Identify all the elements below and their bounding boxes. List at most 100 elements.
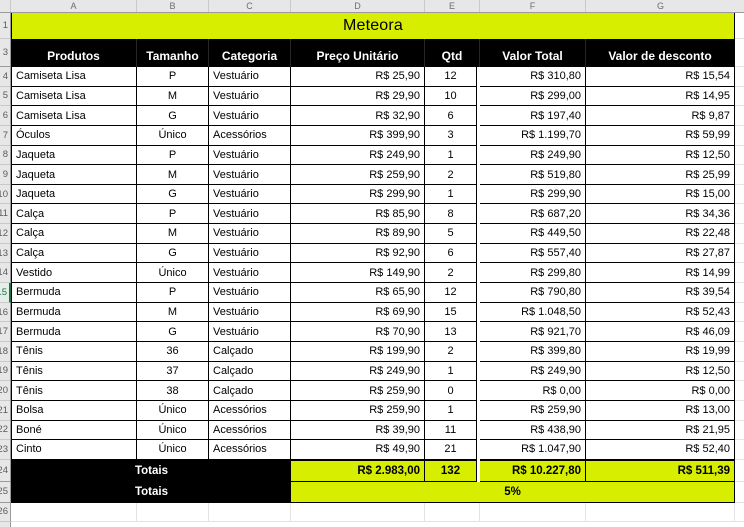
cell-preco-unitario[interactable]: R$ 92,90 [291,243,425,264]
cell-categoria[interactable]: Vestuário [209,86,291,107]
cell-desconto[interactable]: R$ 39,54 [586,283,735,303]
cell-produto[interactable]: Camiseta Lisa [11,86,137,107]
empty-cell[interactable] [735,381,744,401]
cell-preco-unitario[interactable]: R$ 25,90 [291,67,425,87]
cell-produto[interactable]: Bermuda [11,322,137,342]
cell-valor-total[interactable]: R$ 1.048,50 [480,302,586,323]
cell-desconto[interactable]: R$ 46,09 [586,322,735,342]
cell-valor-total[interactable]: R$ 197,40 [480,106,586,126]
cell-desconto[interactable]: R$ 13,00 [586,400,735,421]
column-header-C[interactable]: C [209,0,291,12]
cell-categoria[interactable]: Vestuário [209,165,291,185]
row-header-9[interactable]: 9 [0,165,11,185]
row-header-12[interactable]: 12 [0,224,11,244]
cell-categoria[interactable]: Vestuário [209,106,291,126]
header-valor-de-desconto[interactable]: Valor de desconto [586,39,735,67]
cell-tamanho[interactable]: Único [137,125,209,146]
empty-cell[interactable] [735,420,744,441]
row-header-24[interactable]: 24 [0,459,11,482]
cell-qtd[interactable]: 6 [425,106,477,126]
cell-valor-total[interactable]: R$ 249,90 [480,361,586,382]
cell-preco-unitario[interactable]: R$ 399,90 [291,125,425,146]
cell-tamanho[interactable]: M [137,224,209,244]
row-header-16[interactable]: 16 [0,302,11,323]
cell-categoria[interactable]: Vestuário [209,204,291,225]
cell-qtd[interactable]: 1 [425,184,477,205]
row-header-15[interactable]: 15 [0,283,11,303]
cell-preco-unitario[interactable]: R$ 149,90 [291,263,425,284]
cell-preco-unitario[interactable]: R$ 89,90 [291,224,425,244]
row-header-10[interactable]: 10 [0,184,11,205]
cell-categoria[interactable]: Calçado [209,341,291,362]
row-header-18[interactable]: 18 [0,341,11,362]
empty-cell[interactable] [586,502,735,522]
cell-preco-unitario[interactable]: R$ 49,90 [291,440,425,460]
cell-categoria[interactable]: Vestuário [209,283,291,303]
empty-cell[interactable] [735,361,744,382]
cell-preco-unitario[interactable]: R$ 249,90 [291,145,425,166]
cell-qtd[interactable]: 11 [425,420,477,441]
sheet-title-cell[interactable]: Meteora [11,13,735,39]
cell-desconto[interactable]: R$ 12,50 [586,145,735,166]
header-produtos[interactable]: Produtos [11,39,137,67]
empty-cell[interactable] [735,224,744,244]
cell-qtd[interactable]: 10 [425,86,477,107]
cell-valor-total[interactable]: R$ 259,90 [480,400,586,421]
cell-qtd[interactable]: 13 [425,322,477,342]
cell-desconto[interactable]: R$ 12,50 [586,361,735,382]
cell-preco-unitario[interactable]: R$ 249,90 [291,361,425,382]
cell-categoria[interactable]: Vestuário [209,184,291,205]
cell-produto[interactable]: Bolsa [11,400,137,421]
empty-cell[interactable] [291,502,425,522]
cell-produto[interactable]: Jaqueta [11,184,137,205]
cell-desconto[interactable]: R$ 19,99 [586,341,735,362]
row-header-7[interactable]: 7 [0,125,11,146]
empty-cell[interactable] [209,502,291,522]
cell-produto[interactable]: Tênis [11,361,137,382]
totals-qtd-cell[interactable]: 132 [425,459,477,482]
cell-qtd[interactable]: 2 [425,263,477,284]
cell-valor-total[interactable]: R$ 299,80 [480,263,586,284]
cell-categoria[interactable]: Calçado [209,381,291,401]
cell-produto[interactable]: Calça [11,224,137,244]
cell-valor-total[interactable]: R$ 399,80 [480,341,586,362]
empty-cell[interactable] [11,502,137,522]
empty-cell[interactable] [735,204,744,225]
cell-categoria[interactable]: Vestuário [209,145,291,166]
cell-produto[interactable]: Camiseta Lisa [11,67,137,87]
empty-cell[interactable] [735,440,744,460]
cell-valor-total[interactable]: R$ 249,90 [480,145,586,166]
cell-tamanho[interactable]: M [137,86,209,107]
select-all-corner[interactable] [0,0,11,12]
cell-valor-total[interactable]: R$ 1.047,90 [480,440,586,460]
column-header-A[interactable]: A [11,0,137,12]
cell-produto[interactable]: Bermuda [11,302,137,323]
cell-tamanho[interactable]: G [137,106,209,126]
row-header-4[interactable]: 4 [0,67,11,87]
row-header-6[interactable]: 6 [0,106,11,126]
cell-valor-total[interactable]: R$ 557,40 [480,243,586,264]
cell-qtd[interactable]: 12 [425,283,477,303]
row-header-23[interactable]: 23 [0,440,11,460]
cell-desconto[interactable]: R$ 22,48 [586,224,735,244]
cell-qtd[interactable]: 3 [425,125,477,146]
cell-desconto[interactable]: R$ 14,99 [586,263,735,284]
cell-preco-unitario[interactable]: R$ 259,90 [291,400,425,421]
cell-tamanho[interactable]: P [137,145,209,166]
cell-qtd[interactable]: 2 [425,165,477,185]
cell-categoria[interactable]: Calçado [209,361,291,382]
cell-qtd[interactable]: 2 [425,341,477,362]
cell-qtd[interactable]: 0 [425,381,477,401]
cell-produto[interactable]: Óculos [11,125,137,146]
cell-preco-unitario[interactable]: R$ 299,90 [291,184,425,205]
empty-cell[interactable] [735,184,744,205]
cell-qtd[interactable]: 1 [425,361,477,382]
empty-cell[interactable] [735,502,744,522]
cell-qtd[interactable]: 21 [425,440,477,460]
cell-qtd[interactable]: 12 [425,67,477,87]
cell-desconto[interactable]: R$ 21,95 [586,420,735,441]
cell-categoria[interactable]: Vestuário [209,224,291,244]
cell-produto[interactable]: Vestido [11,263,137,284]
cell-categoria[interactable]: Acessórios [209,440,291,460]
cell-valor-total[interactable]: R$ 449,50 [480,224,586,244]
